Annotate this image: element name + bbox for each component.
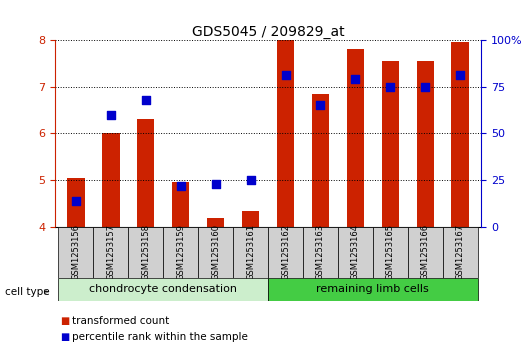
Point (386, 84, 394, 90)
Text: GSM1253156: GSM1253156 (71, 224, 81, 280)
Bar (242, 211, 259, 227)
Text: GSM1253161: GSM1253161 (246, 224, 255, 280)
Point (72, 198, 80, 204)
Bar (93, 227, 128, 278)
Bar (408, 227, 443, 278)
Bar (59, 278, 268, 301)
Text: GSM1253162: GSM1253162 (281, 224, 290, 280)
Text: ■: ■ (60, 332, 70, 342)
Text: GSM1253157: GSM1253157 (106, 224, 115, 280)
Title: GDS5045 / 209829_at: GDS5045 / 209829_at (192, 25, 344, 39)
Point (351, 76, 360, 82)
Point (316, 102, 325, 108)
Bar (163, 227, 198, 278)
Bar (137, 119, 154, 227)
Text: ■: ■ (60, 316, 70, 326)
Bar (59, 227, 93, 278)
Text: transformed count: transformed count (72, 316, 169, 326)
Point (246, 177, 255, 183)
Bar (451, 42, 469, 227)
Text: remaining limb cells: remaining limb cells (316, 285, 429, 294)
Bar (102, 133, 120, 227)
Text: cell type: cell type (5, 287, 50, 297)
Text: GSM1253166: GSM1253166 (421, 224, 430, 280)
Point (421, 84, 429, 90)
Text: GSM1253160: GSM1253160 (211, 224, 220, 280)
Text: GSM1253164: GSM1253164 (351, 224, 360, 280)
Point (142, 97, 150, 103)
Text: chondrocyte condensation: chondrocyte condensation (89, 285, 237, 294)
Bar (207, 217, 224, 227)
Point (211, 181, 220, 187)
Bar (347, 49, 364, 227)
Text: GSM1253158: GSM1253158 (141, 224, 150, 280)
Point (281, 73, 290, 78)
Text: GSM1253163: GSM1253163 (316, 224, 325, 280)
Bar (233, 227, 268, 278)
Bar (443, 227, 477, 278)
Bar (268, 278, 477, 301)
Bar (373, 227, 408, 278)
Bar (303, 227, 338, 278)
Bar (382, 61, 399, 227)
Text: percentile rank within the sample: percentile rank within the sample (72, 332, 247, 342)
Bar (277, 40, 294, 227)
Bar (67, 178, 85, 227)
Bar (416, 61, 434, 227)
Bar (128, 227, 163, 278)
Point (107, 112, 115, 118)
Text: GSM1253167: GSM1253167 (456, 224, 465, 280)
Bar (198, 227, 233, 278)
Bar (312, 94, 329, 227)
Bar (172, 183, 189, 227)
Point (176, 183, 185, 189)
Bar (268, 227, 303, 278)
Text: GSM1253165: GSM1253165 (386, 224, 395, 280)
Bar (338, 227, 373, 278)
Point (456, 73, 464, 78)
Text: GSM1253159: GSM1253159 (176, 224, 185, 280)
